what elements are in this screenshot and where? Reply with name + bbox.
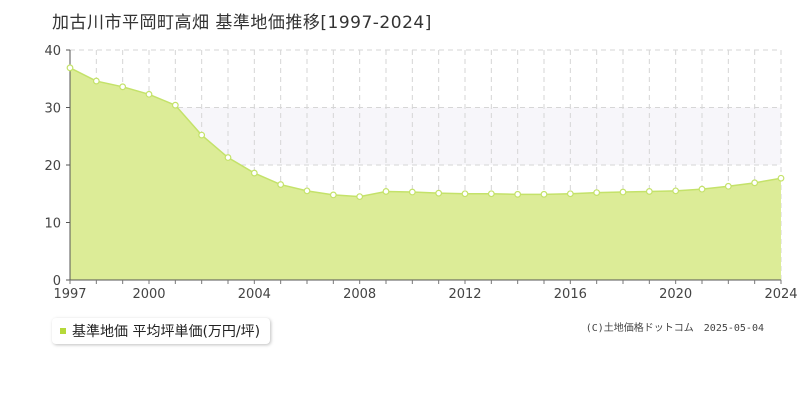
x-tick-label: 2024 [764, 287, 797, 302]
legend: 基準地価 平均坪単価(万円/坪) [52, 318, 271, 344]
data-point [672, 187, 680, 195]
data-point [540, 190, 548, 198]
x-tick-label: 2000 [132, 287, 165, 302]
area-fill [70, 67, 781, 280]
data-point [382, 188, 390, 195]
credit: (C)土地価格ドットコム 2025-05-04 [576, 319, 764, 334]
data-point [593, 189, 601, 197]
data-point [145, 90, 153, 98]
y-tick-label: 40 [44, 44, 61, 59]
legend-label: 基準地価 平均坪単価(万円/坪) [72, 324, 261, 340]
y-tick-label: 20 [44, 159, 61, 174]
page-title: 加古川市平岡町高畑 基準地価推移[1997-2024] [52, 13, 432, 33]
data-point [224, 154, 232, 161]
data-point [171, 101, 179, 109]
data-point [751, 179, 759, 187]
data-point [566, 190, 574, 198]
x-tick-label: 1997 [53, 287, 86, 302]
data-point [514, 190, 522, 198]
data-point [198, 131, 206, 139]
y-tick-label: 30 [44, 102, 61, 117]
x-tick-label: 2004 [238, 287, 271, 302]
x-tick-label: 2008 [343, 287, 376, 302]
y-tick-label: 0 [53, 274, 61, 289]
data-point [66, 64, 74, 72]
credit-date: 2025-05-04 [703, 323, 764, 334]
data-point [92, 77, 100, 85]
data-point [698, 185, 706, 193]
area-series [69, 67, 782, 280]
axes: 0 10 20 30 40 1997 2000 2004 2008 2012 2016 2020 202… [44, 44, 797, 302]
x-tick-label: 2020 [659, 287, 692, 302]
data-point [724, 182, 732, 190]
data-point [356, 193, 364, 201]
credit-source: (C)土地価格ドットコム [585, 323, 694, 334]
data-point [119, 83, 127, 91]
data-point [277, 181, 285, 188]
data-point [303, 187, 311, 195]
data-point [461, 190, 469, 198]
series-line [69, 67, 782, 198]
data-points [66, 64, 785, 201]
x-tick-label: 2012 [448, 287, 481, 302]
data-point [777, 174, 785, 182]
x-tick-label: 2016 [554, 287, 587, 302]
y-tick-label: 10 [44, 217, 61, 232]
legend-swatch-icon [60, 328, 66, 334]
data-point [408, 188, 416, 196]
data-point [329, 191, 337, 199]
data-point [250, 169, 258, 177]
data-point [645, 188, 653, 195]
data-point [487, 190, 495, 198]
data-point [619, 188, 627, 196]
data-point [435, 189, 443, 197]
